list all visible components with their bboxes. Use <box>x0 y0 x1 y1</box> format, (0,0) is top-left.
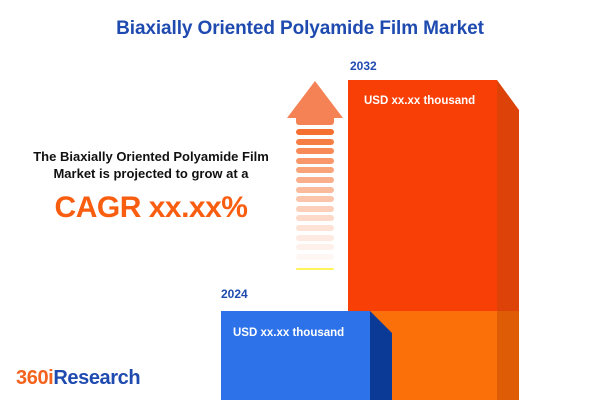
up-arrow-stripe <box>296 253 334 260</box>
bar-2024-front-face <box>221 311 370 400</box>
growth-callout: The Biaxially Oriented Polyamide Film Ma… <box>22 148 280 225</box>
up-arrow-stripe <box>296 205 334 212</box>
brand-logo-360i: 360i <box>16 367 54 389</box>
bar-2024-value-label: USD xx.xx thousand <box>233 327 345 339</box>
up-arrow-stripe <box>296 129 334 135</box>
up-arrow-stripe <box>296 196 334 203</box>
up-arrow-stripe <box>296 148 334 155</box>
brand-logo-research: Research <box>53 367 141 389</box>
bar-2024-side-face <box>370 311 392 400</box>
up-arrow-icon <box>287 81 343 281</box>
up-arrow-stripe <box>296 176 334 183</box>
up-arrow-neck <box>296 111 334 125</box>
up-arrow-accent-line <box>296 268 334 270</box>
up-arrow-stripe <box>296 215 334 222</box>
brand-logo: 360iResearch <box>16 367 141 390</box>
up-arrow-stripe <box>296 138 334 145</box>
up-arrow-stripe <box>296 244 334 251</box>
up-arrow-stripe <box>296 273 334 279</box>
bar-2032-year-label: 2032 <box>350 59 377 73</box>
page-title: Biaxially Oriented Polyamide Film Market <box>116 18 484 39</box>
up-arrow-stripes <box>296 129 334 281</box>
bar-2032-front-face-upper <box>348 80 497 311</box>
up-arrow-stripe <box>296 157 334 164</box>
up-arrow-stripe <box>296 167 334 174</box>
bar-2032-side-face-lower <box>497 311 519 400</box>
up-arrow-stripe <box>296 186 334 193</box>
up-arrow-stripe <box>296 224 334 231</box>
growth-callout-lead: The Biaxially Oriented Polyamide Film Ma… <box>33 149 269 181</box>
up-arrow-stripe <box>296 234 334 241</box>
bar-2024-year-label: 2024 <box>221 287 248 301</box>
bar-2032-value-label: USD xx.xx thousand <box>364 95 476 107</box>
cagr-value: CAGR xx.xx% <box>54 191 248 224</box>
